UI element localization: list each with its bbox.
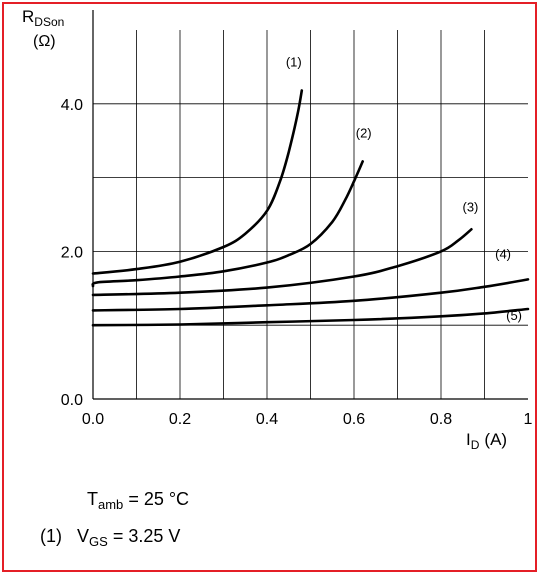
tick-labels: 0.0 0.2 0.4 0.6 0.8 1 0.0 2.0 4.0 [61, 97, 533, 428]
series-curve-5 [91, 307, 530, 327]
series-curve-4 [91, 278, 530, 312]
series-label-4: (4) [495, 246, 511, 261]
series-label-2: (2) [356, 125, 372, 140]
y-tick-label: 4.0 [61, 97, 83, 114]
x-tick-label: 1 [524, 411, 533, 428]
vgs-note: (1) VGS = 3.25 V [40, 526, 181, 549]
x-tick-label: 0.6 [343, 411, 365, 428]
series-label-1: (1) [286, 55, 302, 70]
y-tick-label: 2.0 [61, 244, 83, 261]
x-axis-label: ID (A) [466, 430, 507, 452]
series-curve-3 [91, 228, 473, 297]
x-tick-label: 0.2 [169, 411, 191, 428]
curves [91, 89, 530, 327]
y-axis-unit: (Ω) [33, 33, 56, 50]
x-tick-label: 0.4 [256, 411, 278, 428]
y-tick-label: 0.0 [61, 392, 83, 409]
x-tick-label: 0.8 [430, 411, 452, 428]
series-label-5: (5) [506, 308, 522, 323]
series-label-3: (3) [463, 199, 479, 214]
figure-border [2, 2, 537, 572]
series-curve-1 [91, 89, 304, 275]
y-axis-label: RDSon [22, 7, 64, 29]
ambient-temperature-note: Tamb = 25 °C [87, 489, 190, 512]
series-curve-2 [91, 160, 364, 288]
grid [92, 10, 528, 400]
x-tick-label: 0.0 [82, 411, 104, 428]
series-labels: (1) (2) (3) (4) (5) [286, 55, 522, 323]
